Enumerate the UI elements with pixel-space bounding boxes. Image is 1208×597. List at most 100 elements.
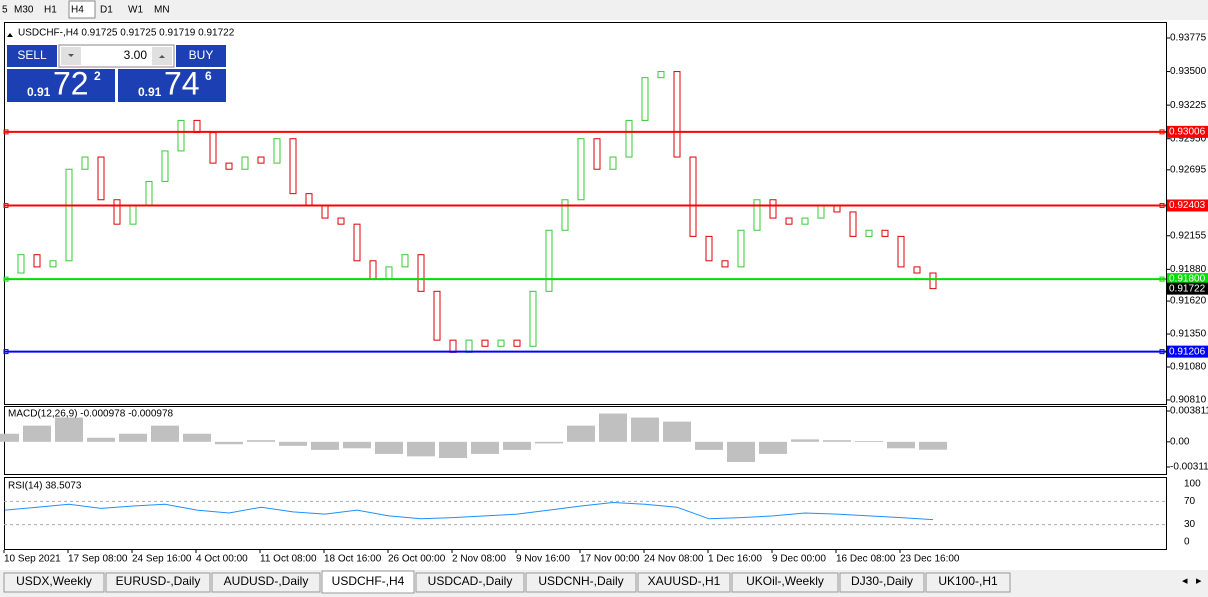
ask-small: 6 bbox=[205, 69, 212, 83]
tab[interactable]: USDCAD-,Daily bbox=[415, 572, 525, 593]
candle bbox=[785, 217, 793, 225]
tab[interactable]: USDX,Weekly bbox=[3, 572, 105, 593]
tab-bg bbox=[105, 572, 211, 593]
current-price-bg bbox=[1167, 282, 1208, 295]
macd-bar bbox=[119, 433, 147, 442]
macd-bar bbox=[887, 441, 915, 449]
candle bbox=[529, 290, 537, 347]
level-handle[interactable] bbox=[3, 129, 9, 135]
candle bbox=[225, 162, 233, 170]
macd-bar bbox=[55, 417, 83, 442]
level-label-bg bbox=[1167, 125, 1208, 138]
candle bbox=[273, 138, 281, 164]
timeframe-label: W1 bbox=[128, 5, 143, 16]
candle bbox=[689, 156, 697, 237]
macd-bar bbox=[535, 441, 563, 444]
candle bbox=[433, 290, 441, 341]
candle bbox=[641, 77, 649, 121]
chart-window bbox=[0, 20, 1208, 570]
level-label: 0.92403 bbox=[1169, 200, 1206, 211]
tab-bg bbox=[211, 572, 321, 593]
y-tick-label: 0.90810 bbox=[1170, 395, 1207, 406]
timeframe-label: H1 bbox=[44, 5, 57, 16]
lot-box[interactable] bbox=[58, 44, 175, 68]
timeframe-button[interactable] bbox=[12, 1, 40, 18]
candle bbox=[609, 156, 617, 170]
macd-bar bbox=[279, 441, 307, 446]
macd-bar bbox=[919, 441, 947, 450]
level-handle[interactable] bbox=[1159, 349, 1165, 355]
tab[interactable]: XAUUSD-,H1 bbox=[637, 572, 731, 593]
macd-bar bbox=[311, 441, 339, 450]
candle bbox=[673, 71, 681, 158]
macd-bar bbox=[503, 441, 531, 450]
tab-bg bbox=[321, 570, 415, 594]
candle bbox=[33, 254, 41, 268]
y-tick-label: 0 bbox=[1184, 537, 1190, 548]
tab-bg bbox=[415, 572, 525, 593]
candle bbox=[417, 254, 425, 292]
y-tick-label: 0.91080 bbox=[1170, 362, 1207, 373]
candle bbox=[561, 199, 569, 231]
tab-bg bbox=[3, 572, 105, 593]
rsi-label: RSI(14) 38.5073 bbox=[8, 481, 82, 492]
tab[interactable]: USDCNH-,Daily bbox=[525, 572, 637, 593]
macd-bar bbox=[87, 437, 115, 442]
x-tick-label: 18 Oct 16:00 bbox=[324, 554, 382, 565]
level-handle[interactable] bbox=[1159, 202, 1165, 208]
collapse-icon[interactable] bbox=[7, 33, 13, 37]
tab[interactable]: DJ30-,Daily bbox=[839, 572, 925, 593]
timeframe-button[interactable] bbox=[152, 1, 176, 18]
tab-bg bbox=[637, 572, 731, 593]
candle bbox=[497, 339, 505, 347]
candle bbox=[929, 272, 937, 290]
x-tick-label: 17 Sep 08:00 bbox=[68, 554, 128, 565]
buy-button[interactable] bbox=[176, 45, 226, 67]
tab[interactable]: UK100-,H1 bbox=[925, 572, 1011, 593]
timeframe-button[interactable] bbox=[42, 1, 67, 18]
sell-label: SELL bbox=[17, 48, 47, 62]
x-tick-label: 24 Nov 08:00 bbox=[644, 554, 704, 565]
tab-label: USDX,Weekly bbox=[16, 574, 92, 588]
timeframe-button[interactable] bbox=[98, 1, 124, 18]
tab[interactable]: UKOil-,Weekly bbox=[731, 572, 839, 593]
timeframe-label: 5 bbox=[2, 5, 8, 16]
macd-bar bbox=[23, 425, 51, 442]
candle bbox=[17, 254, 25, 274]
ask-box[interactable] bbox=[118, 69, 226, 102]
x-tick-label: 4 Oct 00:00 bbox=[196, 554, 248, 565]
macd-bar bbox=[439, 441, 467, 458]
y-tick-label: 0.00 bbox=[1170, 436, 1190, 447]
tab[interactable]: USDCHF-,H4 bbox=[321, 570, 415, 594]
candle bbox=[401, 254, 409, 268]
level-label: 0.93006 bbox=[1169, 127, 1206, 138]
timeframe-button[interactable] bbox=[126, 1, 152, 18]
macd-bar bbox=[215, 441, 243, 445]
lot-down-icon bbox=[68, 54, 74, 57]
x-tick-label: 11 Oct 08:00 bbox=[260, 554, 317, 565]
bid-box[interactable] bbox=[7, 69, 115, 102]
candle bbox=[257, 156, 265, 164]
level-handle[interactable] bbox=[3, 349, 9, 355]
sell-button[interactable] bbox=[7, 45, 57, 67]
tab-scroll-left[interactable]: ◂ bbox=[1182, 575, 1188, 587]
ask-big: 0.91 bbox=[138, 85, 162, 99]
timeframe-button[interactable] bbox=[0, 1, 10, 18]
x-tick-label: 2 Nov 08:00 bbox=[452, 554, 506, 565]
rsi-line bbox=[4, 502, 934, 521]
timeframe-button[interactable] bbox=[68, 0, 96, 19]
candle bbox=[737, 229, 745, 268]
level-handle[interactable] bbox=[3, 276, 9, 282]
y-tick-label: 0.003811 bbox=[1170, 406, 1208, 417]
level-handle[interactable] bbox=[1159, 129, 1165, 135]
tab[interactable]: EURUSD-,Daily bbox=[105, 572, 211, 593]
ask-main: 74 bbox=[164, 65, 200, 101]
y-tick-label: 0.91880 bbox=[1170, 264, 1207, 275]
timeframe-label: D1 bbox=[100, 5, 113, 16]
main-panel bbox=[4, 22, 1167, 405]
tab[interactable]: AUDUSD-,Daily bbox=[211, 572, 321, 593]
level-handle[interactable] bbox=[3, 202, 9, 208]
tab-scroll-right[interactable]: ▸ bbox=[1196, 575, 1202, 587]
level-handle[interactable] bbox=[1159, 276, 1165, 282]
